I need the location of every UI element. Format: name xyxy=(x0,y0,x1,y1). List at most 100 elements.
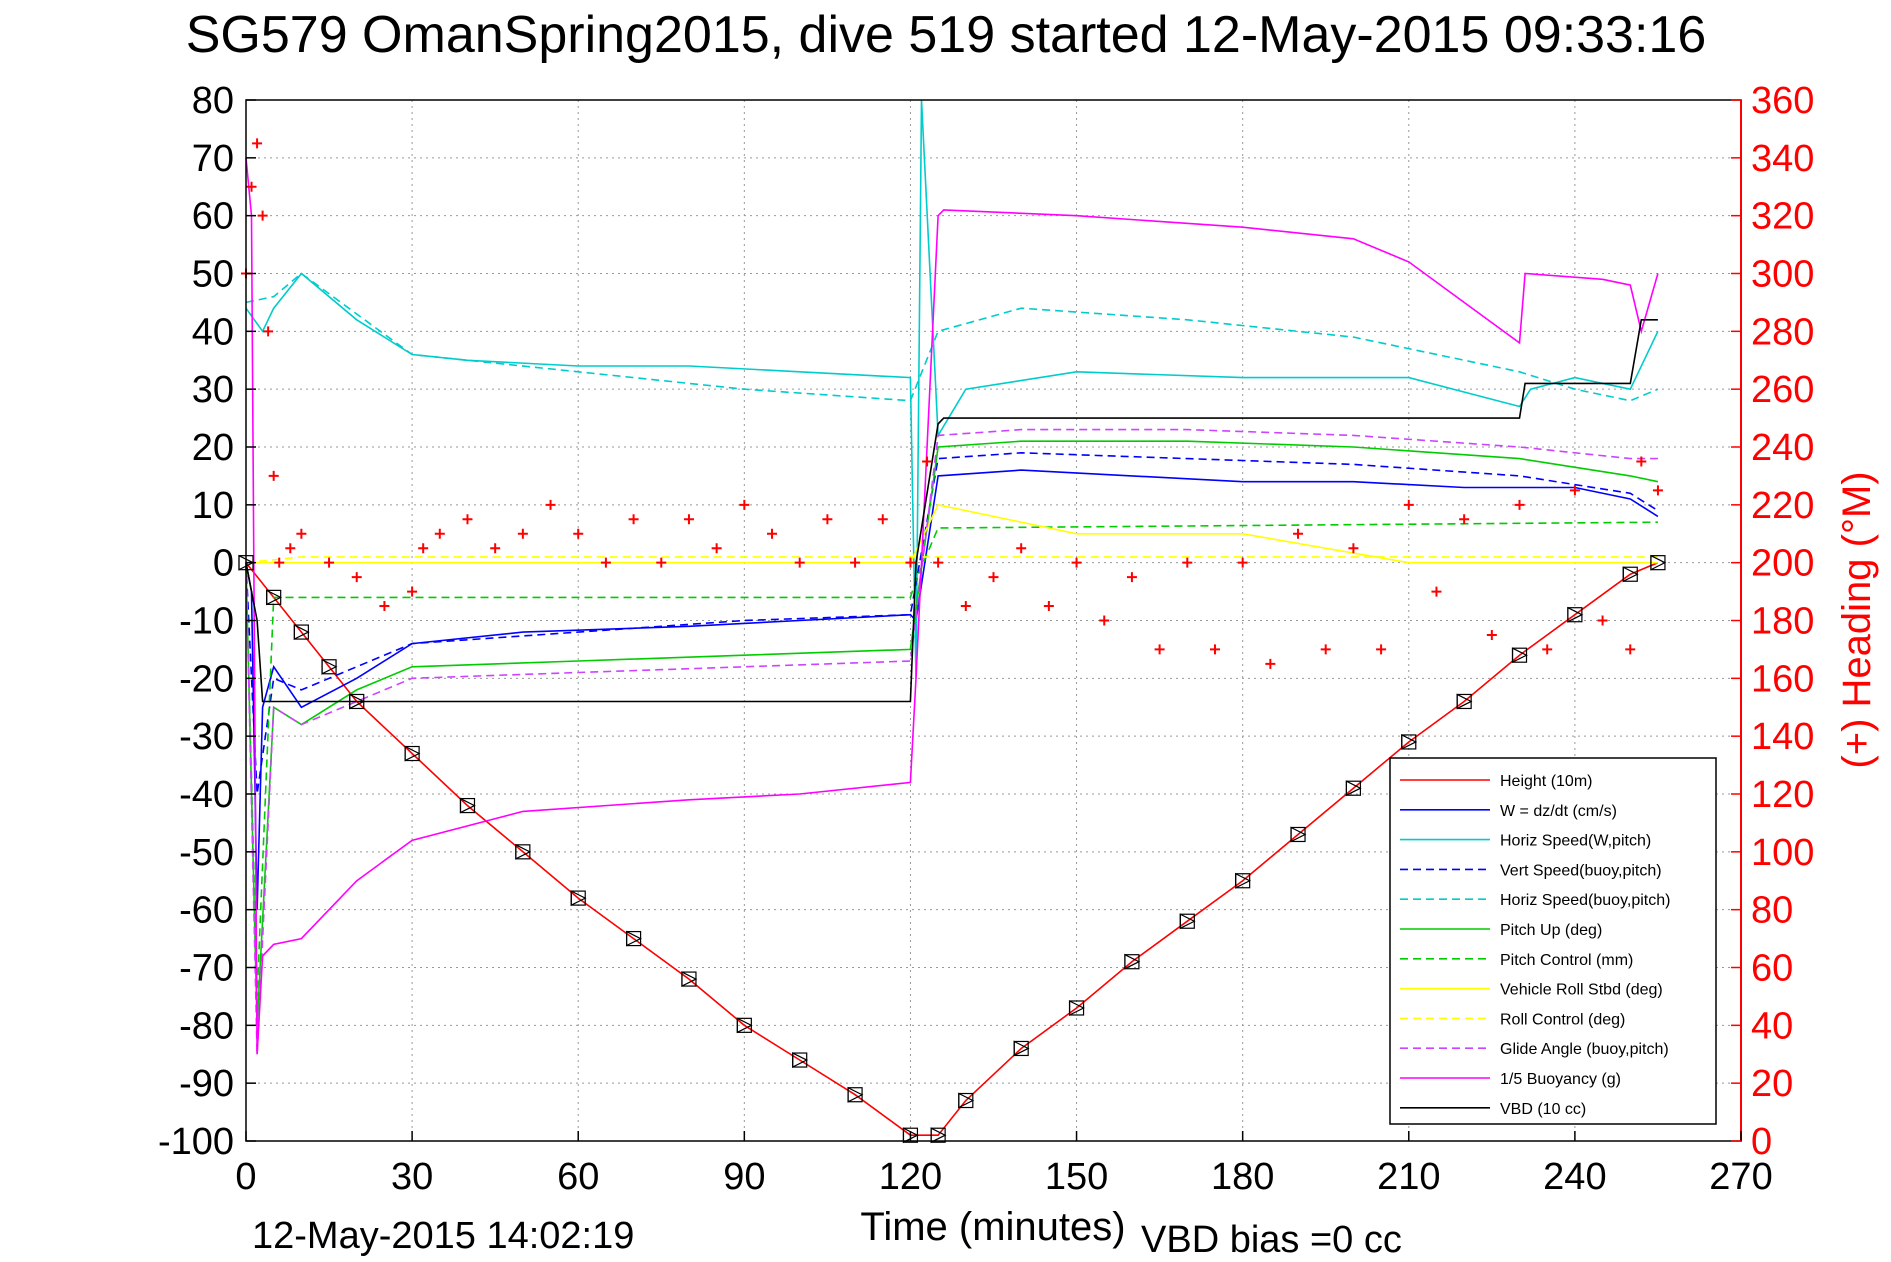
height-marker-triangle xyxy=(847,1086,864,1103)
heading-marker xyxy=(434,528,445,539)
heading-marker xyxy=(1459,514,1470,525)
heading-marker xyxy=(905,557,916,568)
heading-marker xyxy=(877,514,888,525)
height-marker-triangle xyxy=(266,589,283,606)
y2-tick-label: 200 xyxy=(1751,543,1814,585)
y-tick-label: -90 xyxy=(179,1063,234,1105)
heading-marker xyxy=(960,601,971,612)
height-marker-triangle xyxy=(349,693,366,710)
legend-label-8: Roll Control (deg) xyxy=(1500,1011,1625,1028)
height-marker-triangle xyxy=(681,971,698,988)
heading-marker xyxy=(1636,456,1647,467)
legend-label-6: Pitch Control (mm) xyxy=(1500,952,1633,969)
y2-tick-label: 20 xyxy=(1751,1063,1793,1105)
heading-marker xyxy=(1625,644,1636,655)
legend-label-0: Height (10m) xyxy=(1500,773,1592,790)
heading-marker xyxy=(739,499,750,510)
series-line-9 xyxy=(245,428,1658,1055)
heading-marker xyxy=(767,528,778,539)
legend-label-4: Horiz Speed(buoy,pitch) xyxy=(1500,892,1670,909)
y2-tick-label: 220 xyxy=(1751,485,1814,527)
heading-marker xyxy=(656,557,667,568)
y-tick-label: 50 xyxy=(192,254,234,296)
heading-marker xyxy=(1597,615,1608,626)
heading-marker xyxy=(573,528,584,539)
x-tick-label: 240 xyxy=(1543,1156,1606,1198)
heading-marker xyxy=(1348,543,1359,554)
heading-marker xyxy=(850,557,861,568)
height-marker-triangle xyxy=(930,1127,947,1144)
footer-timestamp: 12-May-2015 14:02:19 xyxy=(252,1215,634,1257)
y-tick-label: 60 xyxy=(192,196,234,238)
height-marker-triangle xyxy=(792,1052,809,1069)
height-marker-triangle xyxy=(1179,913,1196,930)
y2-tick-label: 160 xyxy=(1751,658,1814,700)
legend-label-11: VBD (10 cc) xyxy=(1500,1101,1586,1118)
y2-tick-label: 60 xyxy=(1751,948,1793,990)
height-marker-triangle xyxy=(1511,647,1528,664)
x-tick-label: 120 xyxy=(879,1156,942,1198)
y2-tick-labels: 3603403203002802602402202001801601401201… xyxy=(1731,80,1814,1163)
x-tick-label: 60 xyxy=(557,1156,599,1198)
heading-marker xyxy=(1514,499,1525,510)
height-marker-triangle xyxy=(958,1092,975,1109)
heading-marker xyxy=(794,557,805,568)
y-tick-label: -60 xyxy=(179,890,234,932)
height-marker-triangle xyxy=(1622,566,1639,583)
height-marker-triangle xyxy=(1290,826,1307,843)
heading-marker xyxy=(1403,499,1414,510)
heading-markers xyxy=(241,138,1663,669)
legend-label-5: Pitch Up (deg) xyxy=(1500,922,1602,939)
height-marker-triangle xyxy=(515,843,532,860)
height-marker-triangle xyxy=(1068,1000,1085,1016)
heading-marker xyxy=(628,514,639,525)
x-tick-label: 150 xyxy=(1045,1156,1108,1198)
y-tick-label: 30 xyxy=(192,369,234,411)
y2-tick-label: 300 xyxy=(1751,254,1814,296)
height-marker-triangle xyxy=(1650,554,1667,571)
heading-marker xyxy=(418,543,429,554)
series-line-10 xyxy=(245,157,1659,1055)
heading-marker xyxy=(462,514,473,525)
y2-tick-label: 280 xyxy=(1751,311,1814,353)
height-marker-triangle xyxy=(1345,780,1362,797)
heading-marker xyxy=(1431,586,1442,597)
x-tick-label: 30 xyxy=(391,1156,433,1198)
heading-marker xyxy=(1099,615,1110,626)
y2-tick-label: 80 xyxy=(1751,890,1793,932)
heading-marker xyxy=(246,181,257,192)
heading-marker xyxy=(988,572,999,583)
series-line-3 xyxy=(245,451,1659,795)
x-tick-label: 210 xyxy=(1377,1156,1440,1198)
series-line-11 xyxy=(245,318,1658,703)
heading-marker xyxy=(285,543,296,554)
heading-marker xyxy=(490,543,501,554)
heading-marker xyxy=(407,586,418,597)
series-line-4 xyxy=(245,272,1659,402)
heading-marker xyxy=(1652,485,1663,496)
x-tick-label: 0 xyxy=(235,1156,256,1198)
height-marker-triangle xyxy=(293,624,310,641)
y2-tick-label: 40 xyxy=(1751,1005,1793,1047)
heading-marker xyxy=(379,601,390,612)
heading-marker xyxy=(257,210,268,221)
y2-tick-label: 180 xyxy=(1751,601,1814,643)
height-marker-triangle xyxy=(625,930,642,947)
heading-marker xyxy=(1237,557,1248,568)
heading-marker xyxy=(1569,485,1580,496)
y-tick-label: 80 xyxy=(192,80,234,122)
y2-tick-label: 320 xyxy=(1751,196,1814,238)
series-layer xyxy=(245,99,1659,1136)
y-tick-label: -40 xyxy=(179,774,234,816)
heading-marker xyxy=(1293,528,1304,539)
height-marker-triangle xyxy=(404,745,421,762)
heading-marker xyxy=(1265,658,1276,669)
heading-marker xyxy=(600,557,611,568)
y2-tick-label: 100 xyxy=(1751,832,1814,874)
legend-box xyxy=(1389,757,1717,1125)
series-line-1 xyxy=(245,469,1659,910)
y-tick-label: -50 xyxy=(179,832,234,874)
heading-marker xyxy=(263,326,274,337)
height-marker-triangle xyxy=(570,890,587,907)
y-tick-labels: 80 70 60 50 40 30 20 10 0 -10 -20 -30 -40 -50 -60 -70 -8… xyxy=(158,80,256,1163)
